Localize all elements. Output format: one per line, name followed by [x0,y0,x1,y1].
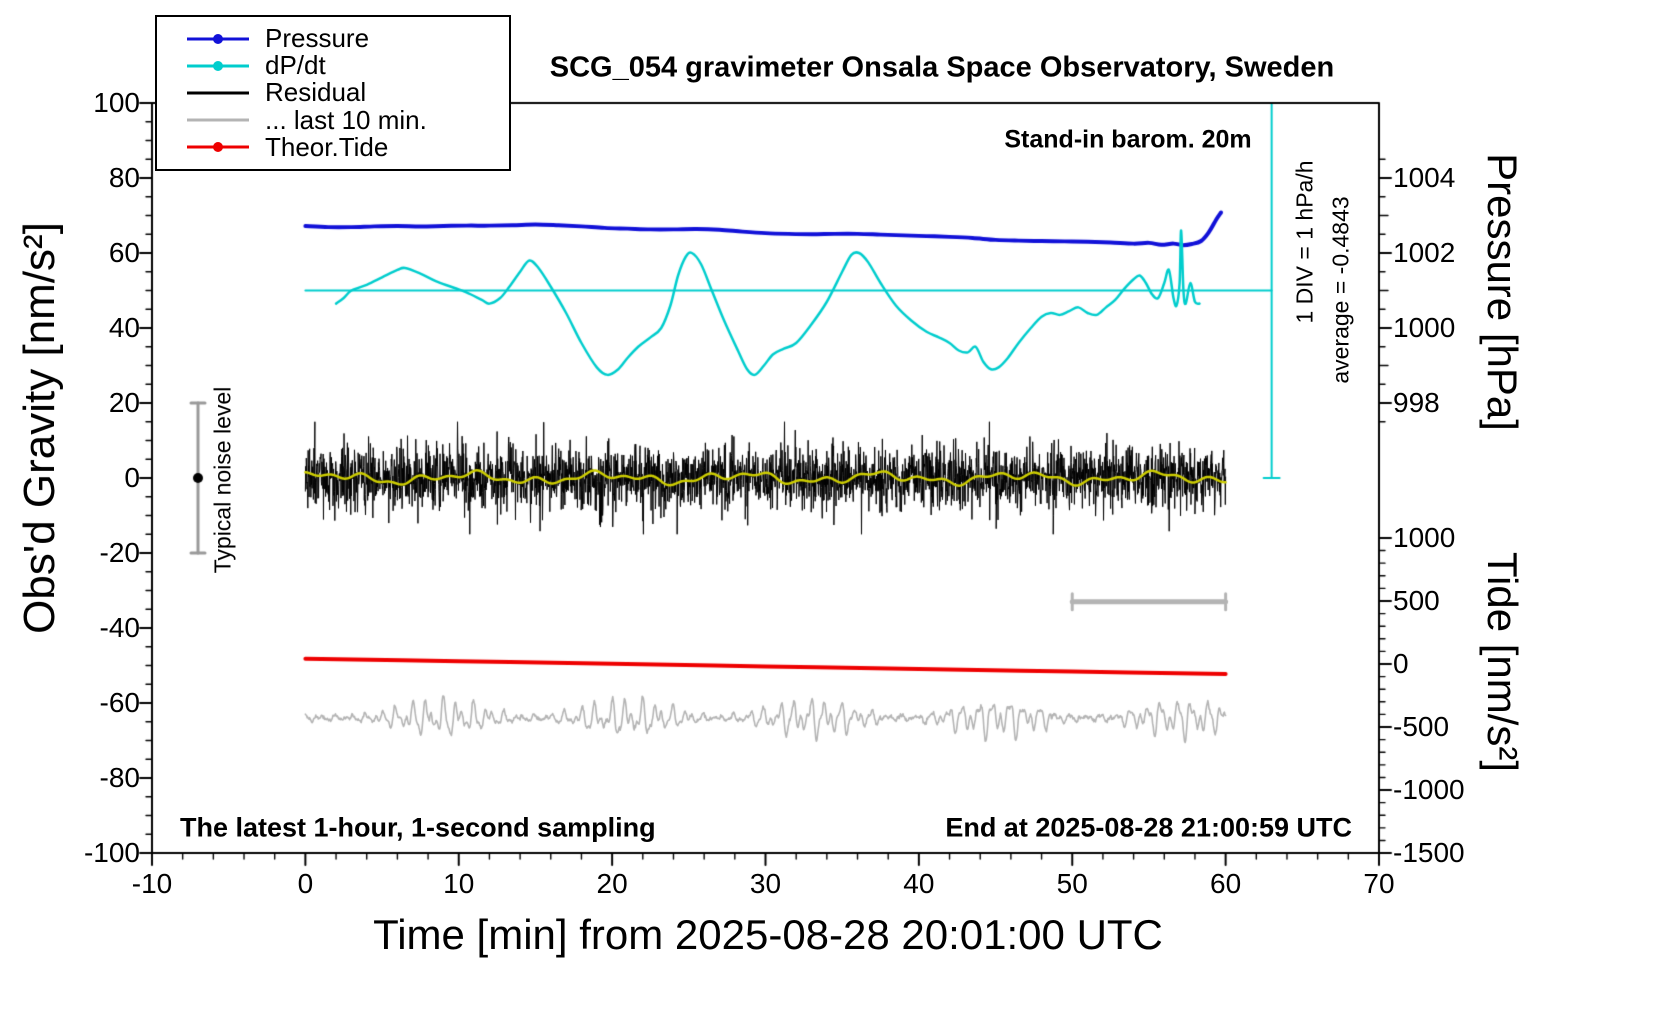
gravity-axis-tick-label: -80 [99,762,140,793]
tide-axis-tick-label: 500 [1393,584,1440,616]
legend-item-pressure: Pressure [157,23,509,54]
tide-axis-tick-label: 0 [1393,648,1409,679]
legend-item-last10min: ... last 10 min. [157,104,509,135]
legend-item-theortide: Theor.Tide [157,131,509,162]
gravity-axis-tick-label: 20 [108,387,140,418]
legend-item-label: ... last 10 min. [265,104,427,135]
gravity-axis-tick-label: -60 [99,687,140,718]
div-scale-note: 1 DIV = 1 hPa/h [1291,160,1318,324]
residual-line-swatch [187,87,249,99]
legend-item-residual: Residual [157,77,509,108]
x-axis-label: Time [min] from 2025-08-28 20:01:00 UTC [373,911,1163,958]
gravity-axis-label: Obs'd Gravity [nm/s²] [15,222,64,634]
x-axis-tick-label: 70 [1363,868,1395,899]
sampling-note: The latest 1-hour, 1-second sampling [180,812,656,843]
legend-item-label: dP/dt [265,50,326,81]
tide-axis-tick-label: -500 [1393,711,1450,743]
gravity-axis-tick-label: 40 [108,312,140,343]
x-axis-tick-label: 30 [749,868,782,899]
tide-axis-tick-label: -1500 [1393,837,1465,869]
legend-item-label: Theor.Tide [265,131,389,162]
x-axis-tick-label: 0 [297,868,314,899]
pressure-axis-tick-label: 1002 [1393,237,1456,268]
legend-item-label: Residual [265,77,367,108]
pressure-axis-label: Pressure [hPa] [1479,153,1526,431]
pressure-line-swatch [187,33,249,45]
gravity-axis-tick-label: 0 [124,462,140,493]
x-axis-tick-label: 20 [596,868,628,899]
gravity-axis-tick-label: -40 [99,612,140,643]
x-axis-tick-label: 60 [1210,868,1242,899]
gravity-axis-tick-label: 60 [108,237,140,268]
gravity-axis-tick-label: -20 [99,537,140,568]
x-axis-tick-label: -10 [131,868,173,899]
end-time-note: End at 2025-08-28 21:00:59 UTC [945,812,1352,843]
average-note: average = -0.4843 [1327,196,1354,384]
last10min-line-swatch [187,114,249,126]
gravity-axis-tick-label: 80 [108,162,140,193]
x-axis-tick-label: 50 [1056,868,1088,899]
legend-item-label: Pressure [265,23,370,54]
pressure-axis-tick-label: 998 [1393,387,1440,418]
gravity-axis-tick-label: -100 [83,837,140,868]
gravity-axis-tick-label: 100 [93,87,140,118]
x-axis-tick-label: 40 [903,868,935,899]
legend-item-dpdt: dP/dt [157,50,509,81]
noise-level-label: Typical noise level [209,386,236,574]
pressure-axis-tick-label: 1004 [1393,162,1456,193]
barometer-note: Stand-in barom. 20m [1004,125,1252,154]
theortide-line-swatch [187,141,249,153]
legend: Pressure dP/dt Residual ... last 10 min.… [155,15,511,171]
x-axis-tick-label: 10 [443,868,475,899]
chart-title: SCG_054 gravimeter Onsala Space Observat… [549,51,1335,84]
dpdt-line-swatch [187,60,249,72]
pressure-axis-tick-label: 1000 [1393,312,1456,343]
tide-axis-label: Tide [nm/s²] [1479,551,1526,773]
tide-axis-tick-label: -1000 [1393,774,1465,806]
tide-axis-tick-label: 1000 [1393,521,1456,553]
